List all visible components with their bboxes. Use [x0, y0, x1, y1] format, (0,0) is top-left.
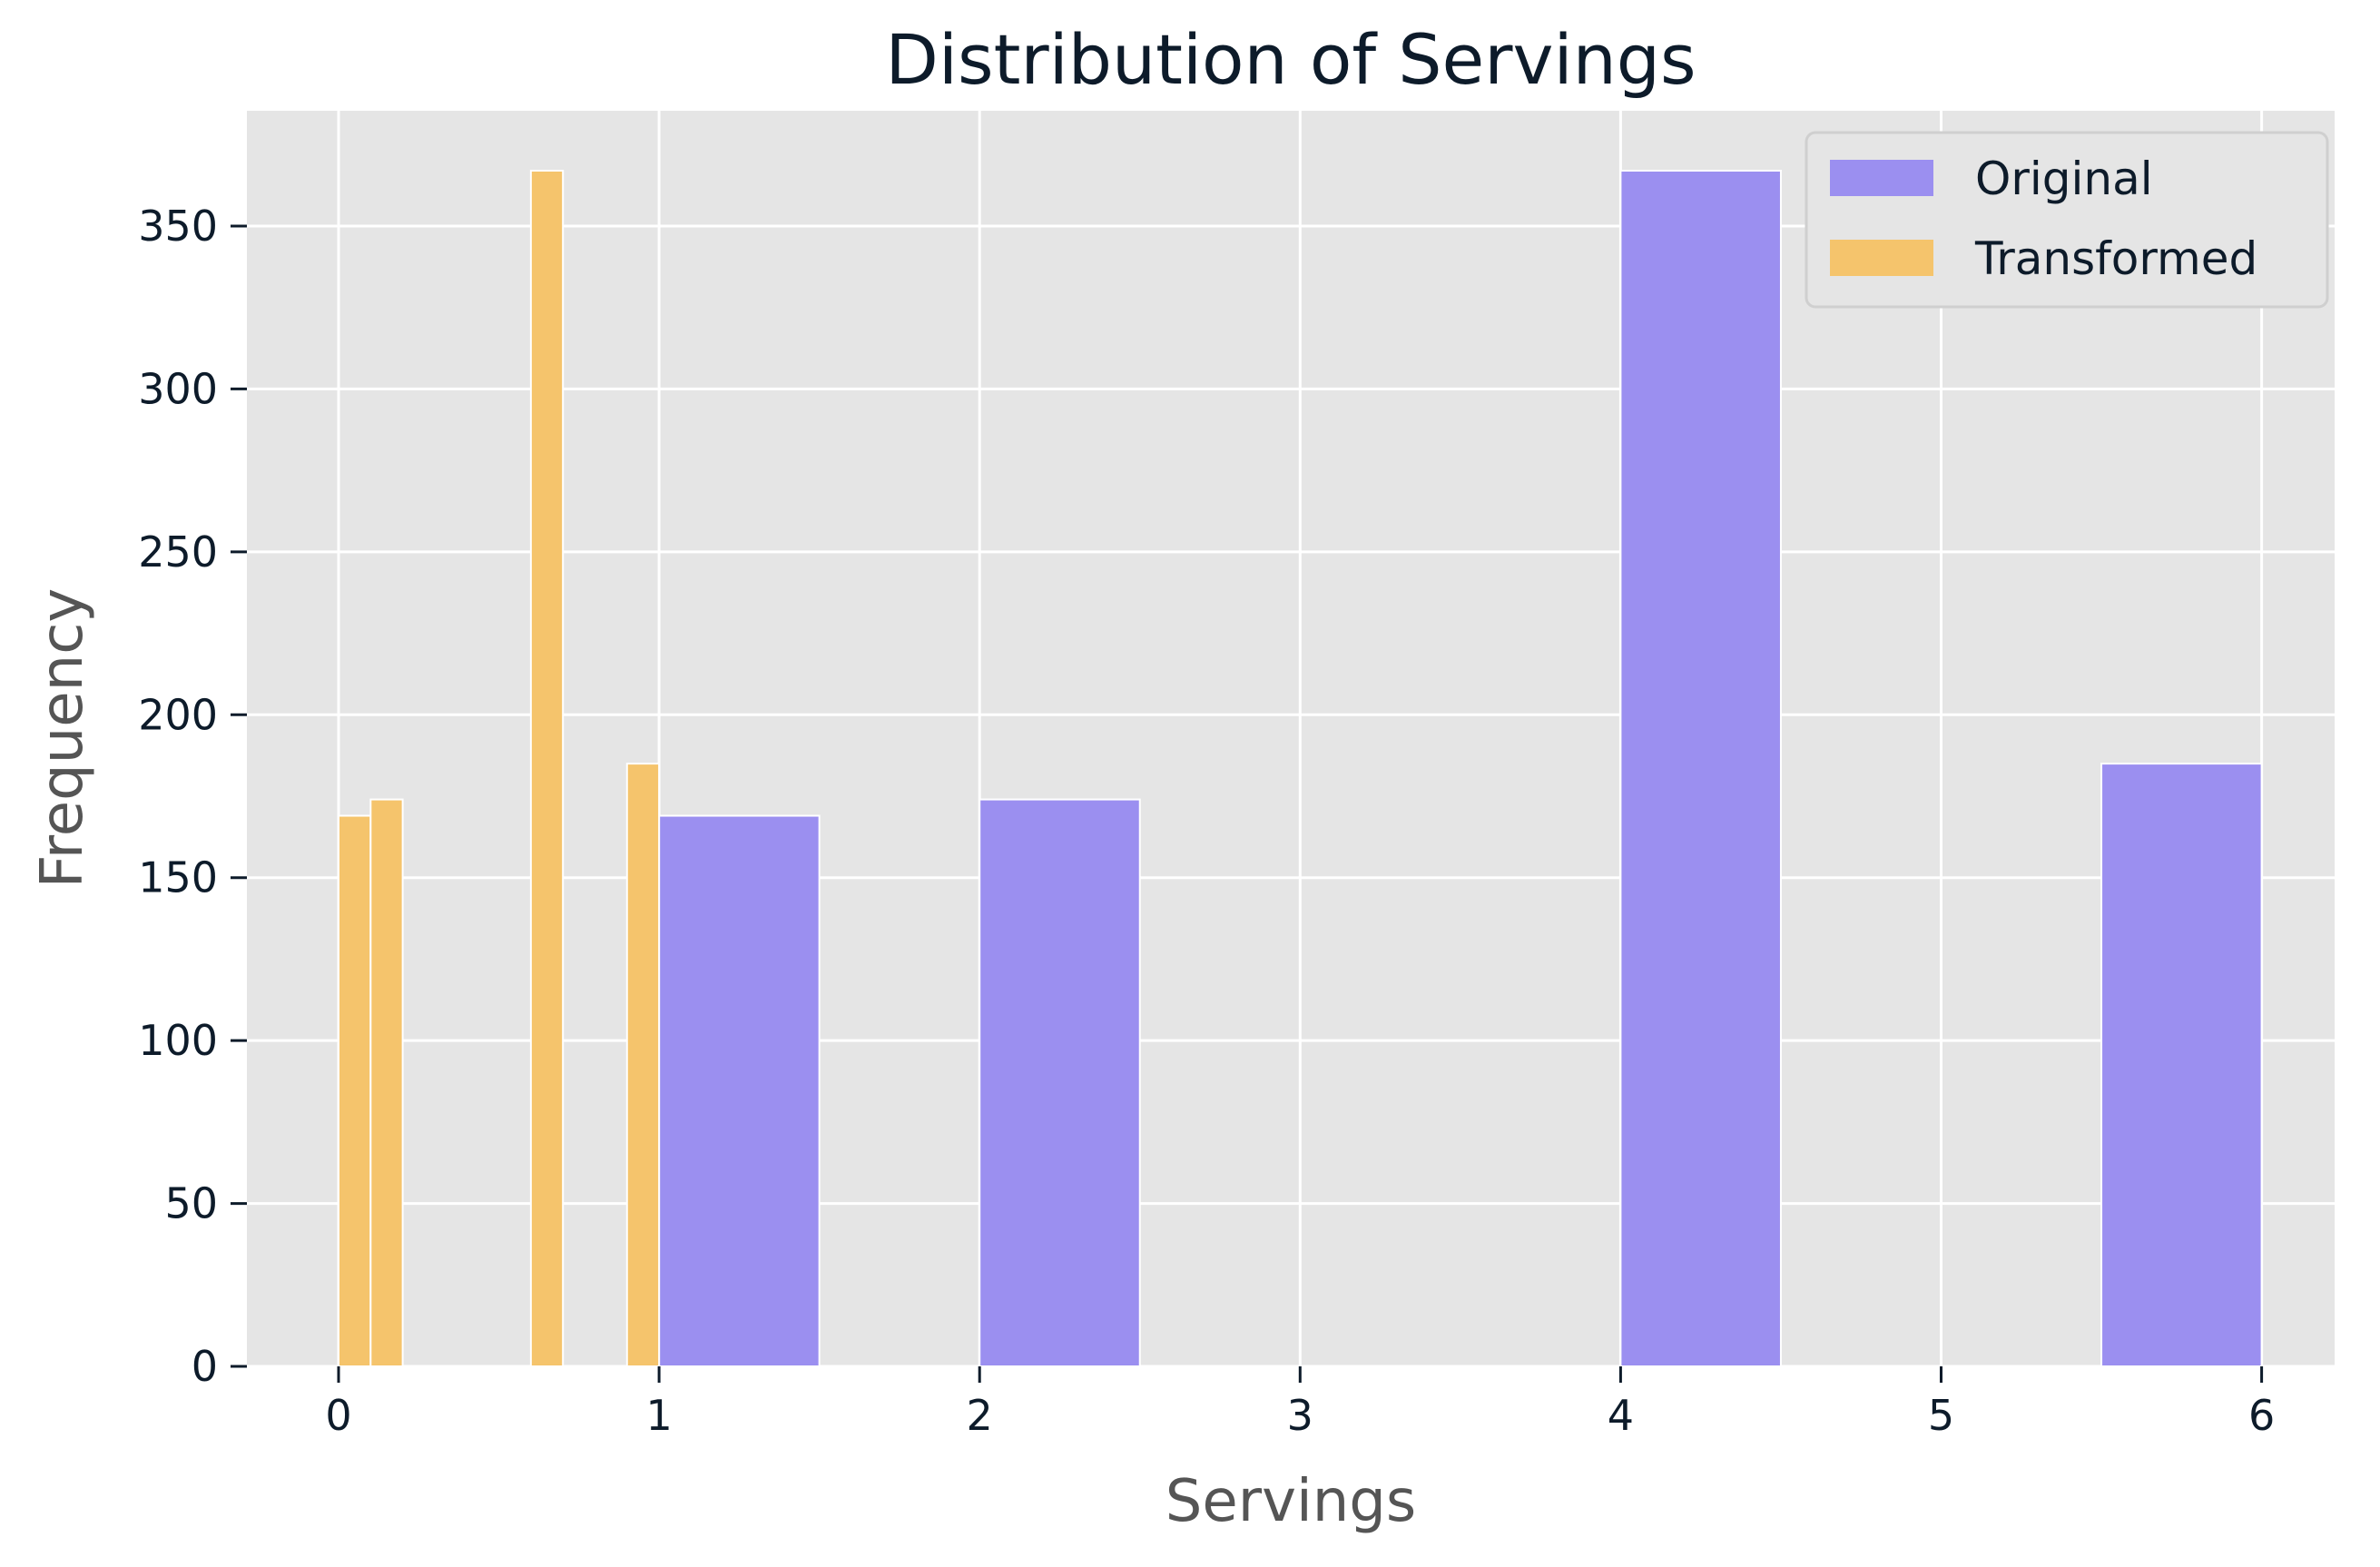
bar-original: [658, 814, 821, 1367]
legend-label-original: Original: [1975, 153, 2153, 205]
x-tick-label: 6: [2248, 1391, 2275, 1440]
x-tick-label: 3: [1287, 1391, 1313, 1440]
bars: [338, 169, 2263, 1368]
bar-transformed: [529, 169, 565, 1368]
y-tick-label: 200: [138, 690, 218, 739]
bar-original: [1619, 169, 1782, 1368]
legend: Original Transformed: [1805, 131, 2329, 309]
legend-box: [1805, 131, 2329, 309]
grid-lines: [247, 111, 2335, 1368]
plot-background: [247, 111, 2335, 1366]
chart-title: Distribution of Servings: [885, 19, 1696, 100]
axes: 0 1 2 3 4 5 6 0 50 100 150 200 250 300 350: [138, 202, 2275, 1440]
bar-transformed: [338, 814, 372, 1367]
y-tick-label: 250: [138, 527, 218, 577]
x-tick-label: 5: [1928, 1391, 1954, 1440]
bar-transformed: [369, 798, 404, 1367]
legend-swatch-original: [1830, 160, 1933, 196]
bar-transformed: [625, 763, 661, 1367]
x-tick-label: 0: [325, 1391, 351, 1440]
y-tick-label: 300: [138, 364, 218, 413]
y-tick-label: 50: [164, 1179, 218, 1228]
y-axis-label: Frequency: [29, 588, 96, 889]
bar-original: [2100, 763, 2263, 1367]
legend-label-transformed: Transformed: [1974, 232, 2257, 285]
y-tick-label: 100: [138, 1016, 218, 1065]
y-tick-label: 150: [138, 853, 218, 902]
x-tick-label: 4: [1608, 1391, 1634, 1440]
x-tick-label: 1: [645, 1391, 672, 1440]
x-axis-label: Servings: [1165, 1468, 1417, 1535]
y-tick-label: 350: [138, 202, 218, 251]
x-tick-label: 2: [967, 1391, 993, 1440]
bar-original: [979, 798, 1141, 1367]
legend-swatch-transformed: [1830, 240, 1933, 276]
y-tick-label: 0: [192, 1342, 218, 1391]
